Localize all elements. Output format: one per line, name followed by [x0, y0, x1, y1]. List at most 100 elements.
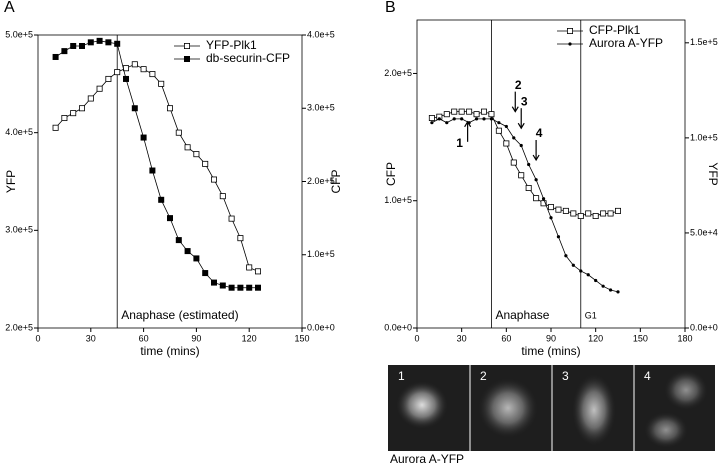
point [510, 159, 517, 166]
point [166, 215, 173, 222]
event-label: Anaphase (estimated) [121, 308, 238, 322]
point [443, 111, 450, 118]
point [52, 53, 59, 60]
y2-tick-label: 1.0e+5 [307, 249, 335, 259]
event-label: Anaphase [495, 308, 549, 322]
series-line [431, 111, 619, 217]
cell [478, 378, 538, 438]
arrow-label: 2 [515, 78, 522, 92]
x-tick-label: 60 [139, 333, 149, 343]
point [445, 121, 449, 125]
point [210, 176, 217, 183]
point [564, 254, 568, 258]
x-tick-label: 120 [588, 333, 603, 343]
point [87, 95, 94, 102]
point [105, 75, 112, 82]
y-tick-label: 5.0e+5 [5, 29, 33, 39]
y2-axis-label: CFP [329, 170, 343, 194]
point [518, 172, 525, 179]
point [482, 117, 486, 121]
x-tick-label: 60 [501, 333, 511, 343]
point [96, 85, 103, 92]
point [555, 206, 562, 213]
y2-tick-label: 1.5e+5 [690, 37, 718, 47]
point [579, 269, 583, 273]
y2-tick-label: 4.0e+5 [307, 29, 335, 39]
point [149, 167, 156, 174]
point [219, 193, 226, 200]
legend-marker [568, 42, 572, 46]
point [607, 210, 614, 217]
point [473, 111, 480, 118]
point [61, 48, 68, 55]
point [149, 71, 156, 78]
point [184, 144, 191, 151]
point [96, 37, 103, 44]
x-tick-label: 120 [242, 333, 257, 343]
point [87, 39, 94, 46]
point [527, 162, 531, 167]
y-axis-label: CFP [384, 162, 398, 186]
legend-marker [567, 27, 574, 34]
y-tick-label: 2.0e+5 [384, 68, 412, 78]
panel-label: A [4, 0, 15, 16]
point [123, 75, 130, 82]
series-line [55, 63, 259, 272]
point [451, 108, 458, 115]
x-tick-label: 90 [546, 333, 556, 343]
image-caption: Aurora A-YFP [390, 452, 464, 466]
point [497, 121, 501, 125]
point [237, 284, 244, 291]
point [428, 115, 435, 122]
point [474, 117, 479, 121]
point [237, 235, 244, 242]
y2-tick-label: 2.0e+5 [307, 176, 335, 186]
point [460, 117, 464, 121]
point [504, 124, 508, 129]
point [52, 124, 59, 131]
micrographs [388, 365, 715, 451]
plot-frame [416, 19, 686, 329]
point [548, 204, 555, 211]
point [246, 264, 253, 271]
point [228, 284, 235, 291]
arrow-head [532, 154, 540, 162]
point [131, 105, 138, 112]
point [175, 129, 182, 136]
point [210, 279, 217, 286]
image-label: 3 [562, 369, 569, 383]
point [549, 216, 553, 220]
cell [572, 374, 616, 446]
point [105, 39, 112, 46]
point [228, 215, 235, 222]
point [166, 105, 173, 112]
point [600, 210, 607, 217]
point [570, 210, 577, 217]
point [512, 136, 516, 140]
point [114, 40, 121, 47]
x-tick-label: 30 [86, 333, 96, 343]
legend-label: YFP-Plk1 [206, 38, 257, 52]
point [202, 160, 209, 167]
point [79, 105, 86, 112]
x-axis-label: time (mins) [140, 344, 199, 358]
point [61, 115, 68, 122]
point [586, 273, 590, 277]
point [577, 212, 584, 219]
x-tick-label: 150 [633, 333, 648, 343]
x-tick-label: 0 [35, 333, 40, 343]
x-tick-label: 30 [457, 333, 467, 343]
point [452, 117, 456, 121]
point [246, 284, 253, 291]
legend-label: Aurora A-YFP [589, 36, 663, 50]
cell [396, 381, 448, 429]
y2-tick-label: 1.0e+5 [690, 132, 718, 142]
point [592, 212, 599, 219]
point [158, 196, 165, 203]
point [219, 282, 226, 289]
y-tick-label: 1.0e+5 [384, 195, 412, 205]
point [202, 270, 209, 277]
point [254, 268, 261, 275]
